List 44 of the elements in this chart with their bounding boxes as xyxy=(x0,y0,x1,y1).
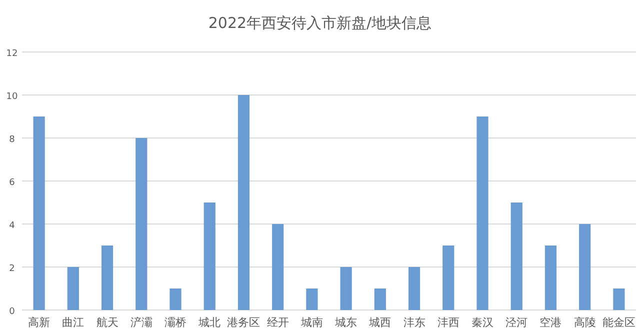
y-tick-label: 4 xyxy=(9,221,16,231)
bar xyxy=(476,116,488,310)
bar xyxy=(101,246,114,310)
x-tick-label: 灞桥 xyxy=(164,316,186,329)
bar xyxy=(204,202,216,310)
x-tick-label: 沣西 xyxy=(437,316,460,329)
y-tick-label: 10 xyxy=(6,92,18,102)
bar xyxy=(238,95,250,310)
x-tick-label: 浐灞 xyxy=(130,316,152,329)
bar xyxy=(374,288,386,310)
bar xyxy=(613,288,625,310)
bar xyxy=(510,202,522,310)
x-tick-label: 航天 xyxy=(96,316,118,329)
x-tick-label: 经开 xyxy=(266,316,289,329)
x-tick-label: 城西 xyxy=(368,316,392,329)
x-tick-label: 高陵 xyxy=(574,316,596,329)
x-tick-label: 城南 xyxy=(300,316,323,329)
x-tick-label: 能金区 xyxy=(602,316,636,329)
y-tick-label: 2 xyxy=(9,264,15,274)
x-tick-label: 港务区 xyxy=(227,316,260,329)
x-tick-label: 沣东 xyxy=(403,316,426,329)
bar xyxy=(408,267,420,310)
chart-title: 2022年西安待入市新盘/地块信息 xyxy=(208,14,432,32)
bar xyxy=(136,138,148,310)
x-tick-label: 城北 xyxy=(198,316,221,329)
bar xyxy=(306,288,318,310)
x-tick-label: 泾河 xyxy=(506,316,528,329)
y-tick-label: 8 xyxy=(9,135,16,145)
x-tick-label: 秦汉 xyxy=(472,316,494,329)
bar xyxy=(33,116,45,310)
x-tick-label: 空港 xyxy=(540,316,562,329)
bar xyxy=(170,288,182,310)
bar xyxy=(340,267,352,310)
x-tick-label: 高新 xyxy=(28,316,50,329)
bar xyxy=(579,224,591,310)
bar xyxy=(544,246,557,310)
y-tick-label: 0 xyxy=(9,307,16,317)
y-tick-label: 6 xyxy=(9,178,16,188)
x-tick-label: 城东 xyxy=(334,316,358,329)
y-tick-label: 12 xyxy=(6,49,18,59)
bar xyxy=(272,224,284,310)
bar xyxy=(67,267,79,310)
bar xyxy=(442,246,454,310)
x-tick-label: 曲江 xyxy=(62,316,84,329)
